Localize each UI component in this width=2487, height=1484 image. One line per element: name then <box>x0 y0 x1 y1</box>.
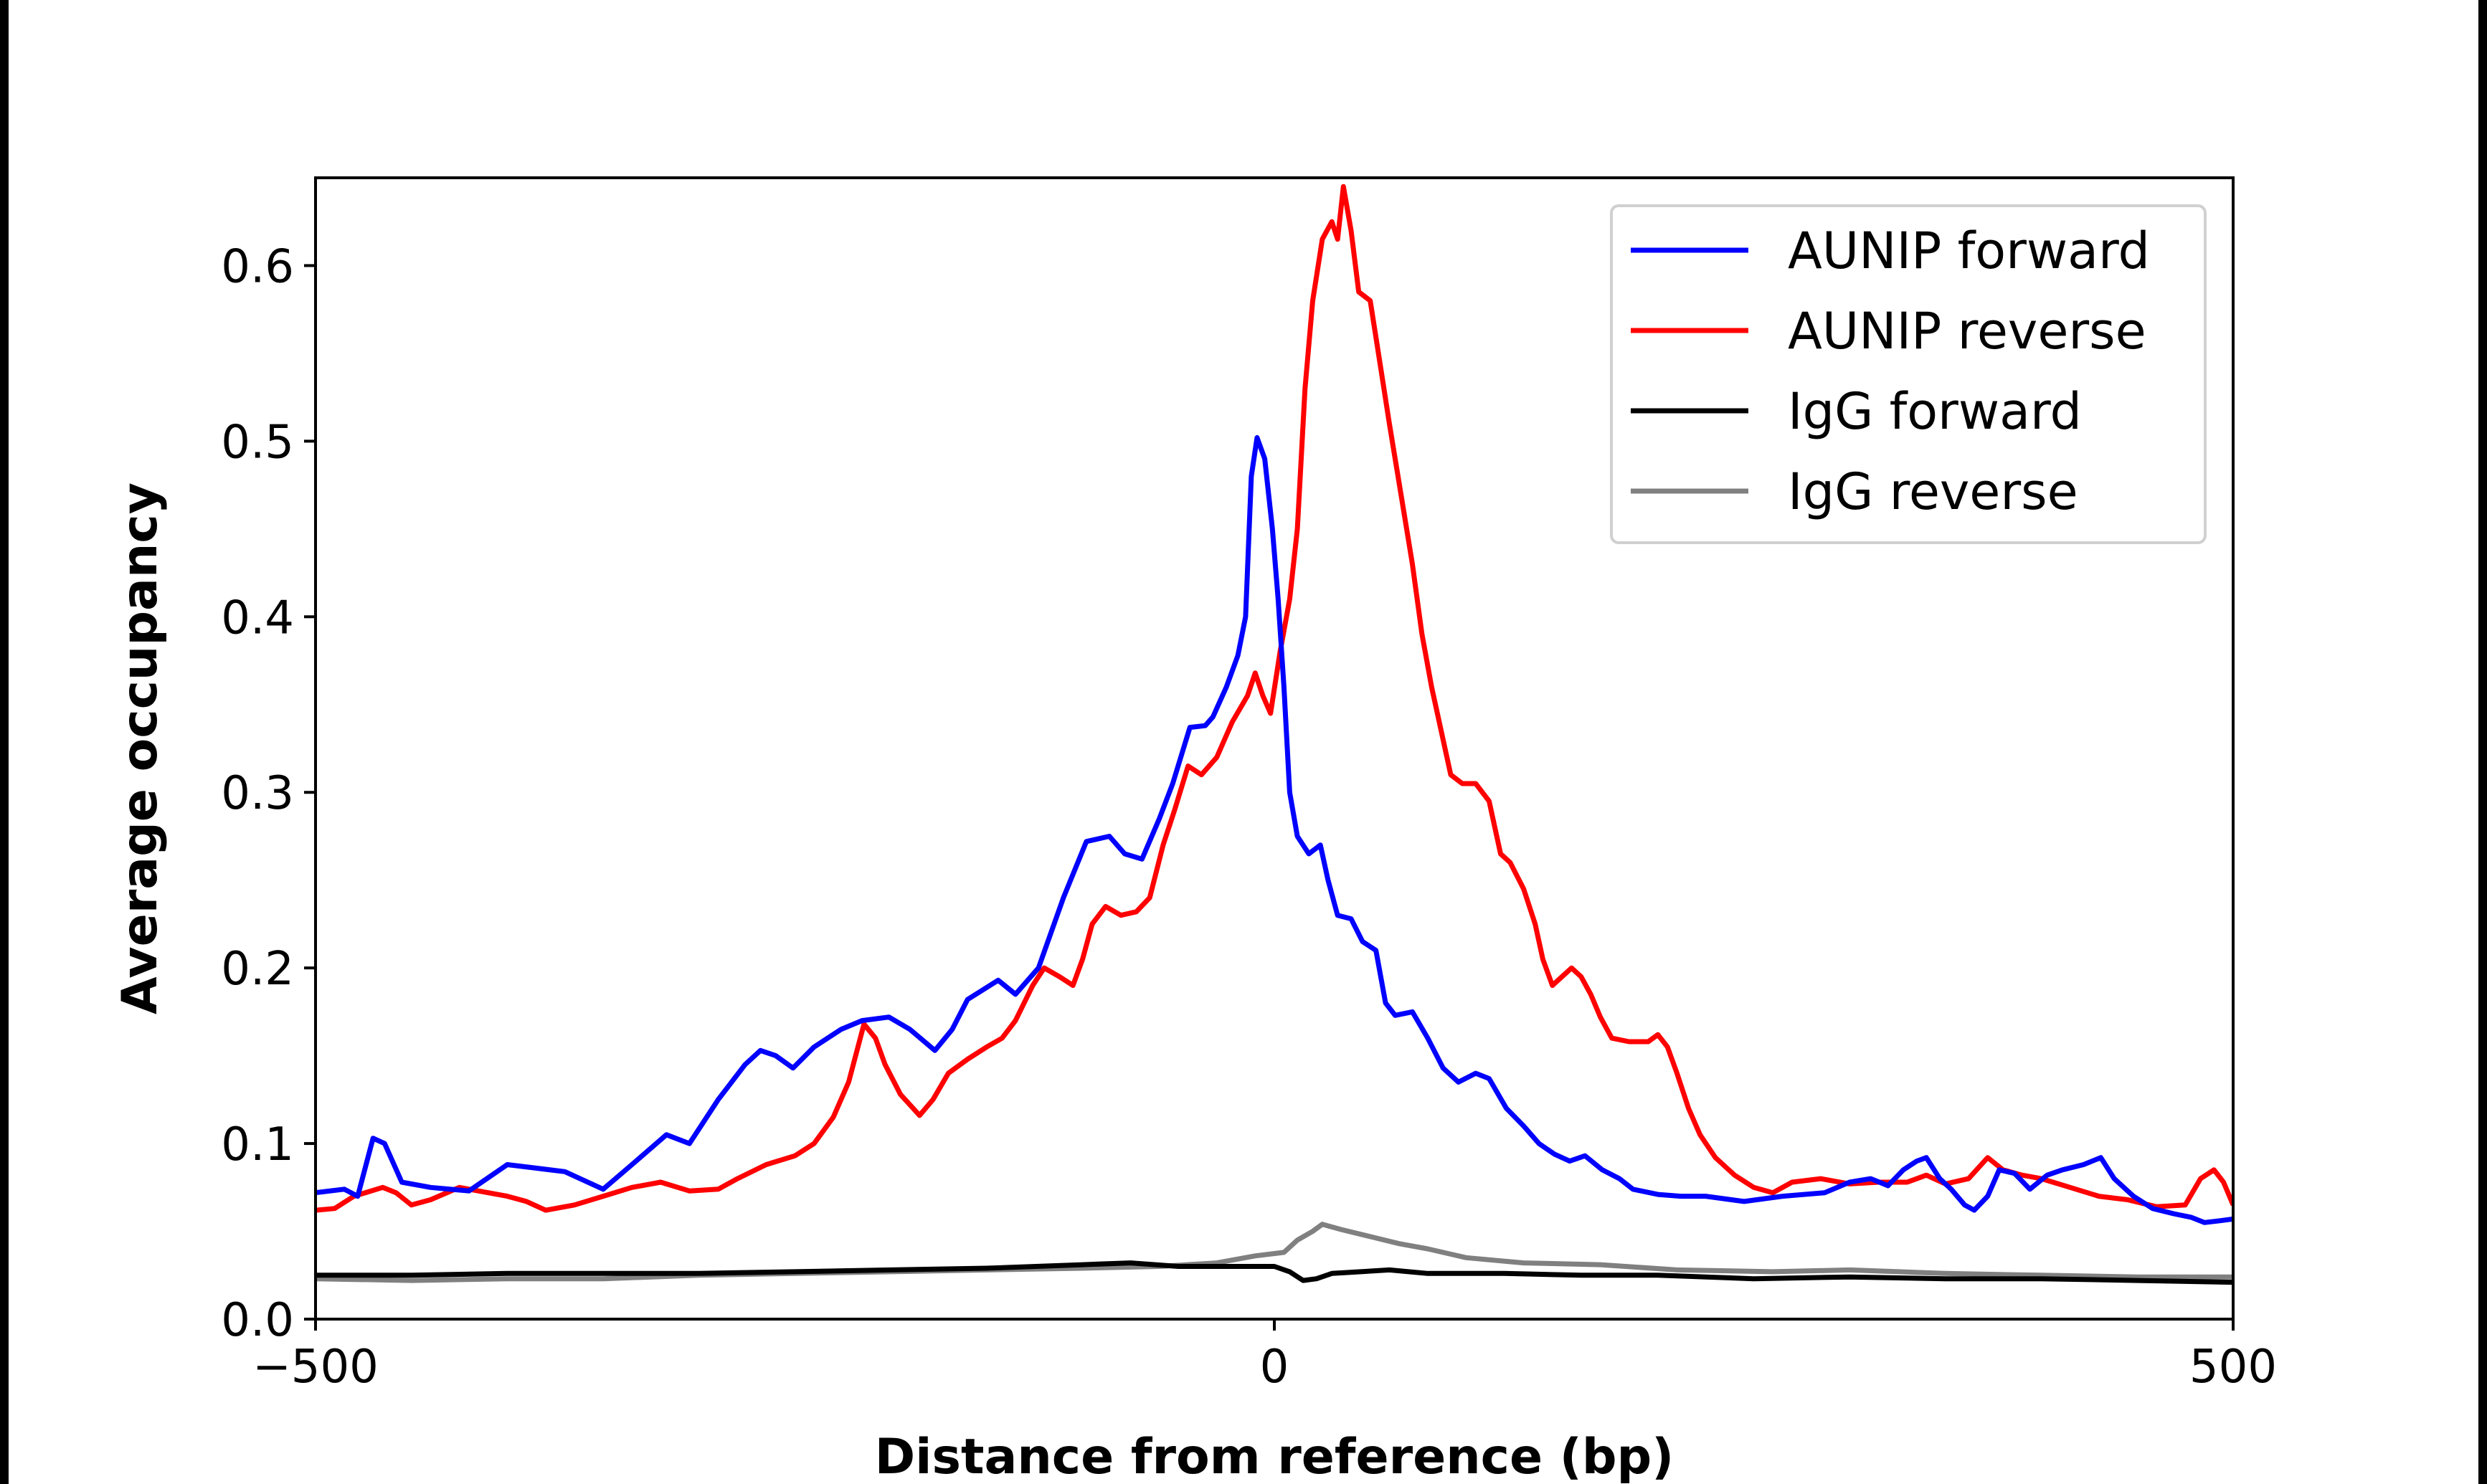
y-axis-label: Average occupancy <box>112 482 169 1014</box>
series-line-igg-forward <box>316 1260 2233 1285</box>
x-tick-label: 500 <box>2189 1341 2277 1394</box>
left-border <box>0 0 9 1484</box>
y-tick-label: 0.4 <box>221 591 294 645</box>
y-tick-label: 0.1 <box>221 1118 294 1171</box>
legend-label: IgG reverse <box>1788 462 2078 521</box>
legend-box <box>1610 204 2207 544</box>
x-tick-label: 0 <box>1260 1341 1289 1394</box>
series-line-aunip-forward <box>316 435 2233 1225</box>
series-layer <box>316 184 2233 1285</box>
y-tick-label: 0.3 <box>221 767 294 820</box>
x-tick-label: −500 <box>252 1341 379 1394</box>
legend-label: IgG forward <box>1788 382 2082 441</box>
right-border <box>2478 0 2487 1484</box>
y-tick-label: 0.2 <box>221 943 294 996</box>
legend-label: AUNIP forward <box>1788 222 2150 280</box>
axis-ticks: −500 0 500 0.0 0.1 0.2 0.3 0.4 0.5 0.6 <box>221 240 2277 1394</box>
y-tick-label: 0.0 <box>221 1294 294 1347</box>
legend: AUNIP forward AUNIP reverse IgG forward IgG… <box>1610 204 2207 544</box>
series-line-aunip-reverse <box>316 184 2233 1213</box>
x-axis-label: Distance from reference (bp) <box>875 1429 1674 1484</box>
y-tick-label: 0.6 <box>221 240 294 293</box>
y-tick-label: 0.5 <box>221 416 294 469</box>
legend-label: AUNIP reverse <box>1788 302 2146 361</box>
